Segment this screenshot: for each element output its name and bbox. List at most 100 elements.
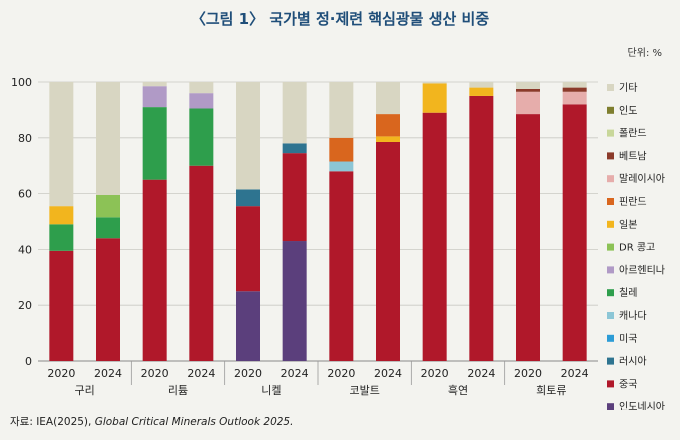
bar-segment [469, 95, 494, 361]
legend-label: 아르헨티나 [619, 264, 665, 276]
legend-label: 베트남 [619, 150, 647, 162]
source-title: Global Critical Minerals Outlook 2025. [94, 416, 294, 428]
gridlines [38, 81, 598, 362]
legend-swatch [607, 198, 614, 205]
y-tick-label: 80 [18, 132, 32, 145]
bar-segment [376, 136, 400, 142]
source-note: 자료: IEA(2025), Global Critical Minerals … [10, 414, 293, 429]
x-tick-label: 2024 [561, 367, 589, 380]
source-prefix: 자료: IEA(2025), [10, 416, 95, 428]
bar-segment [516, 82, 540, 89]
bar-segment [282, 82, 307, 144]
bar-segment [422, 112, 447, 361]
bar-segment [142, 82, 167, 87]
group-label: 코발트 [349, 384, 379, 397]
legend-label: 말레이시아 [619, 173, 665, 185]
x-tick-label: 2020 [47, 367, 75, 380]
legend-label: 미국 [619, 333, 637, 345]
bar-segment [376, 82, 400, 115]
bar-segment [49, 250, 74, 361]
legend-label: DR 콩고 [619, 242, 655, 254]
y-tick-label: 20 [18, 299, 32, 312]
x-tick-label: 2024 [94, 367, 122, 380]
legend-swatch [607, 289, 614, 297]
legend-label: 인도 [619, 105, 637, 117]
bar-segment [236, 291, 260, 361]
bar-segment [329, 82, 354, 138]
bar-segment [376, 141, 400, 361]
x-tick-label: 2020 [421, 367, 449, 380]
unit-label: 단위: % [627, 48, 662, 59]
legend-swatch [607, 106, 614, 114]
y-tick-label: 60 [18, 188, 32, 201]
x-axis-ticks: 2020 2024 2020 2024 2020 2024 2020 2024 2020 2024… [47, 367, 588, 380]
legend-swatch [607, 357, 614, 365]
bar-segment [469, 82, 494, 88]
bar-segment [516, 88, 540, 92]
y-tick-label: 100 [11, 76, 32, 89]
legend-label: 칠레 [619, 287, 637, 299]
bar-segment [469, 87, 494, 96]
bar-segment [562, 87, 587, 92]
legend-swatch [607, 175, 614, 183]
x-tick-label: 2024 [374, 367, 402, 380]
bar-segment [142, 107, 167, 180]
y-tick-label: 0 [25, 355, 32, 368]
bar-segment [189, 82, 214, 94]
x-tick-label: 2020 [514, 367, 542, 380]
group-label: 구리 [75, 384, 95, 397]
legend-swatch [607, 84, 614, 91]
legend-label: 인도네시아 [619, 401, 665, 410]
legend-label: 중국 [619, 378, 637, 390]
y-tick-label: 40 [18, 243, 32, 256]
legend-swatch [607, 403, 614, 410]
bar-segment [516, 114, 540, 362]
bar-segment [96, 82, 120, 195]
legend-swatch [607, 334, 614, 342]
bar-segment [236, 206, 260, 292]
bar-segment [236, 82, 260, 190]
legend-label: 러시아 [619, 356, 647, 368]
group-label: 흑연 [448, 383, 468, 397]
bar-segment [422, 83, 447, 113]
x-tick-label: 2020 [141, 367, 169, 380]
bar-segment [142, 179, 167, 361]
bar-segment [329, 161, 354, 172]
group-label: 리튬 [168, 384, 188, 397]
bar-segment [142, 86, 167, 108]
bar-segment [189, 108, 214, 166]
bar-segment [329, 137, 354, 162]
bar-segment [96, 217, 120, 239]
x-tick-label: 2020 [327, 367, 355, 380]
bar-segment [49, 82, 74, 207]
bar-segment [562, 82, 587, 88]
bar-segment [236, 189, 260, 207]
bar-segment [329, 171, 354, 361]
bar-segment [282, 153, 307, 242]
legend-swatch [607, 220, 614, 228]
bar-segment [189, 165, 214, 361]
bar-segment [516, 91, 540, 115]
legend-swatch [607, 152, 614, 160]
bar-segment [282, 241, 307, 361]
bar-segment [282, 143, 307, 154]
legend-swatch [607, 129, 614, 137]
legend-label: 기타 [619, 82, 637, 94]
group-label: 희토류 [536, 384, 566, 397]
bar-segment [96, 238, 120, 361]
legend-swatch [607, 312, 614, 319]
legend-label: 폴란드 [619, 128, 647, 140]
bar-segment [49, 206, 74, 225]
x-tick-label: 2024 [281, 367, 309, 380]
mineral-group-labels: 구리 리튬 니켈 코발트 흑연 희토류 [75, 361, 567, 397]
bar-segment [189, 93, 214, 109]
bar-segment [562, 91, 587, 105]
bar-segment [49, 224, 74, 251]
group-label: 니켈 [261, 384, 281, 397]
bar-segment [422, 82, 447, 84]
bar-segment [96, 194, 120, 218]
x-tick-label: 2024 [187, 367, 215, 380]
bar-segment [376, 114, 400, 137]
